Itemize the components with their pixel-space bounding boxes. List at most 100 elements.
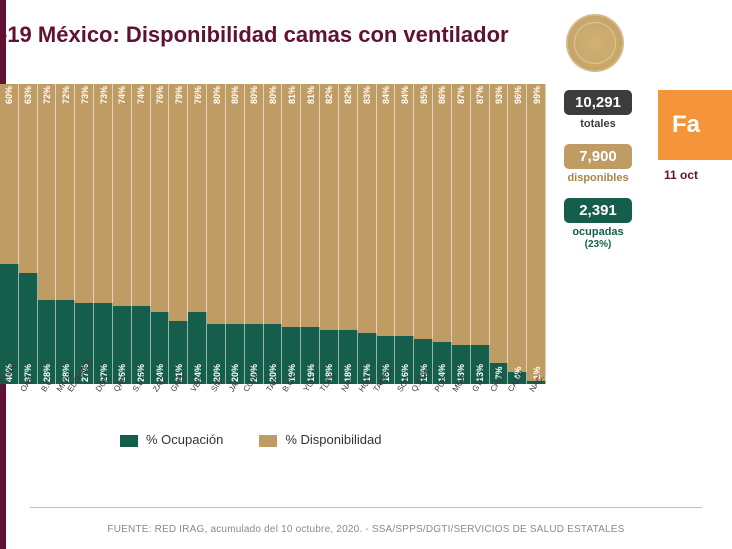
bar-segment-occupancy: 24% xyxy=(188,312,207,384)
stats-panel: 10,291 totales 7,900 disponibles 2,391 o… xyxy=(556,90,640,250)
chart-bar: 82%18%NAY. xyxy=(339,84,358,384)
bar-segment-availability: 93% xyxy=(490,84,509,363)
chart-bar: 85%15%Q.ROO. xyxy=(414,84,433,384)
legend-swatch-availability xyxy=(259,435,277,447)
bar-availability-pct: 63% xyxy=(23,86,33,104)
bar-availability-pct: 86% xyxy=(437,86,447,104)
phase-badge-label: Fa xyxy=(672,111,700,139)
bar-availability-pct: 82% xyxy=(324,86,334,104)
bar-segment-availability: 87% xyxy=(471,84,490,345)
stat-ocupadas: 2,391 ocupadas (23%) xyxy=(556,198,640,250)
bar-availability-pct: 99% xyxy=(532,86,542,104)
chart-bar: 63%37%OAX. xyxy=(19,84,38,384)
bar-segment-availability: 76% xyxy=(151,84,170,312)
chart-bar: 80%20%JAL. xyxy=(226,84,245,384)
legend-label-availability: % Disponibilidad xyxy=(285,432,381,447)
bar-availability-pct: 76% xyxy=(155,86,165,104)
chart-legend: % Ocupación % Disponibilidad xyxy=(120,432,381,447)
gov-seal-icon xyxy=(566,14,624,72)
availability-chart: 60%40%EDO.MX.63%37%OAX.72%28%B.C.72%28%M… xyxy=(0,84,546,384)
chart-bar: 82%18%TLAX. xyxy=(320,84,339,384)
bar-availability-pct: 80% xyxy=(230,86,240,104)
chart-bar: 80%20%TAB. xyxy=(264,84,283,384)
bar-segment-availability: 74% xyxy=(113,84,132,306)
bar-availability-pct: 83% xyxy=(362,86,372,104)
bar-segment-availability: 60% xyxy=(0,84,19,264)
bar-availability-pct: 72% xyxy=(42,86,52,104)
bar-segment-availability: 85% xyxy=(414,84,433,339)
bar-segment-availability: 81% xyxy=(282,84,301,327)
bar-availability-pct: 84% xyxy=(400,86,410,104)
legend-swatch-occupancy xyxy=(120,435,138,447)
bar-segment-occupancy: 37% xyxy=(19,273,38,384)
legend-item-availability: % Disponibilidad xyxy=(259,432,381,447)
bar-segment-occupancy: 28% xyxy=(38,300,57,384)
stat-ocupadas-value: 2,391 xyxy=(564,198,632,223)
chart-bar: 87%13%GTO. xyxy=(471,84,490,384)
chart-bar: 80%20%SIN. xyxy=(207,84,226,384)
bar-segment-occupancy: 27% xyxy=(94,303,113,384)
bar-availability-pct: 93% xyxy=(494,86,504,104)
chart-bar: 93%7%CHIS. xyxy=(490,84,509,384)
bar-availability-pct: 96% xyxy=(513,86,523,104)
bar-segment-availability: 73% xyxy=(75,84,94,303)
bar-availability-pct: 80% xyxy=(249,86,259,104)
bar-segment-availability: 72% xyxy=(56,84,75,300)
stat-totales: 10,291 totales xyxy=(556,90,640,130)
stat-disponibles-label: disponibles xyxy=(556,172,640,184)
chart-bar: 84%16%TAMPS. xyxy=(377,84,396,384)
bar-segment-availability: 80% xyxy=(264,84,283,324)
bar-segment-availability: 96% xyxy=(508,84,527,372)
bar-segment-occupancy: 20% xyxy=(207,324,226,384)
bar-segment-availability: 81% xyxy=(301,84,320,327)
chart-bar: 72%28%MICH. xyxy=(56,84,75,384)
phase-badge: Fa xyxy=(658,90,732,160)
page-title: -19 México: Disponibilidad camas con ven… xyxy=(0,22,509,48)
bar-availability-pct: 81% xyxy=(287,86,297,104)
bar-segment-availability: 74% xyxy=(132,84,151,306)
bar-availability-pct: 74% xyxy=(117,86,127,104)
legend-item-occupancy: % Ocupación xyxy=(120,432,223,447)
source-footnote: FUENTE: RED IRAG, acumulado del 10 octub… xyxy=(30,507,702,535)
stat-disponibles: 7,900 disponibles xyxy=(556,144,640,184)
bar-segment-availability: 84% xyxy=(377,84,396,336)
bar-availability-pct: 76% xyxy=(193,86,203,104)
chart-bar: 87%13%MOR. xyxy=(452,84,471,384)
bar-segment-availability: 87% xyxy=(452,84,471,345)
chart-bar: 74%26%S.L.P. xyxy=(132,84,151,384)
bar-availability-pct: 73% xyxy=(99,86,109,104)
bar-segment-availability: 84% xyxy=(395,84,414,336)
bar-segment-availability: 83% xyxy=(358,84,377,333)
legend-label-occupancy: % Ocupación xyxy=(146,432,223,447)
chart-bar: 60%40%EDO.MX. xyxy=(0,84,19,384)
bar-availability-pct: 79% xyxy=(174,86,184,104)
bar-segment-availability: 82% xyxy=(339,84,358,330)
bar-segment-availability: 63% xyxy=(19,84,38,273)
bar-availability-pct: 80% xyxy=(212,86,222,104)
chart-bar: 72%28%B.C. xyxy=(38,84,57,384)
chart-bar: 96%4%CAMP. xyxy=(508,84,527,384)
chart-bar: 81%19%YUC. xyxy=(301,84,320,384)
bar-availability-pct: 87% xyxy=(475,86,485,104)
bar-availability-pct: 84% xyxy=(381,86,391,104)
bar-segment-availability: 79% xyxy=(169,84,188,321)
chart-bar: 80%20%COAH. xyxy=(245,84,264,384)
slide-root: -19 México: Disponibilidad camas con ven… xyxy=(0,0,732,549)
bar-segment-availability: 80% xyxy=(226,84,245,324)
chart-bar: 74%26%QRO. xyxy=(113,84,132,384)
bar-availability-pct: 73% xyxy=(80,86,90,104)
chart-bar: 79%21%GRO. xyxy=(169,84,188,384)
stat-totales-value: 10,291 xyxy=(564,90,632,115)
bar-availability-pct: 60% xyxy=(4,86,14,104)
bar-segment-availability: 82% xyxy=(320,84,339,330)
chart-bar: 83%17%HGO. xyxy=(358,84,377,384)
bar-availability-pct: 74% xyxy=(136,86,146,104)
chart-bar: 99%1%NAC. xyxy=(527,84,546,384)
bar-segment-availability: 86% xyxy=(433,84,452,342)
chart-bar: 76%24%VER. xyxy=(188,84,207,384)
bar-segment-availability: 72% xyxy=(38,84,57,300)
bar-availability-pct: 81% xyxy=(306,86,316,104)
chart-bar: 73%27%DGO. xyxy=(94,84,113,384)
bar-segment-availability: 99% xyxy=(527,84,546,381)
stat-ocupadas-label-text: ocupadas xyxy=(572,226,623,238)
